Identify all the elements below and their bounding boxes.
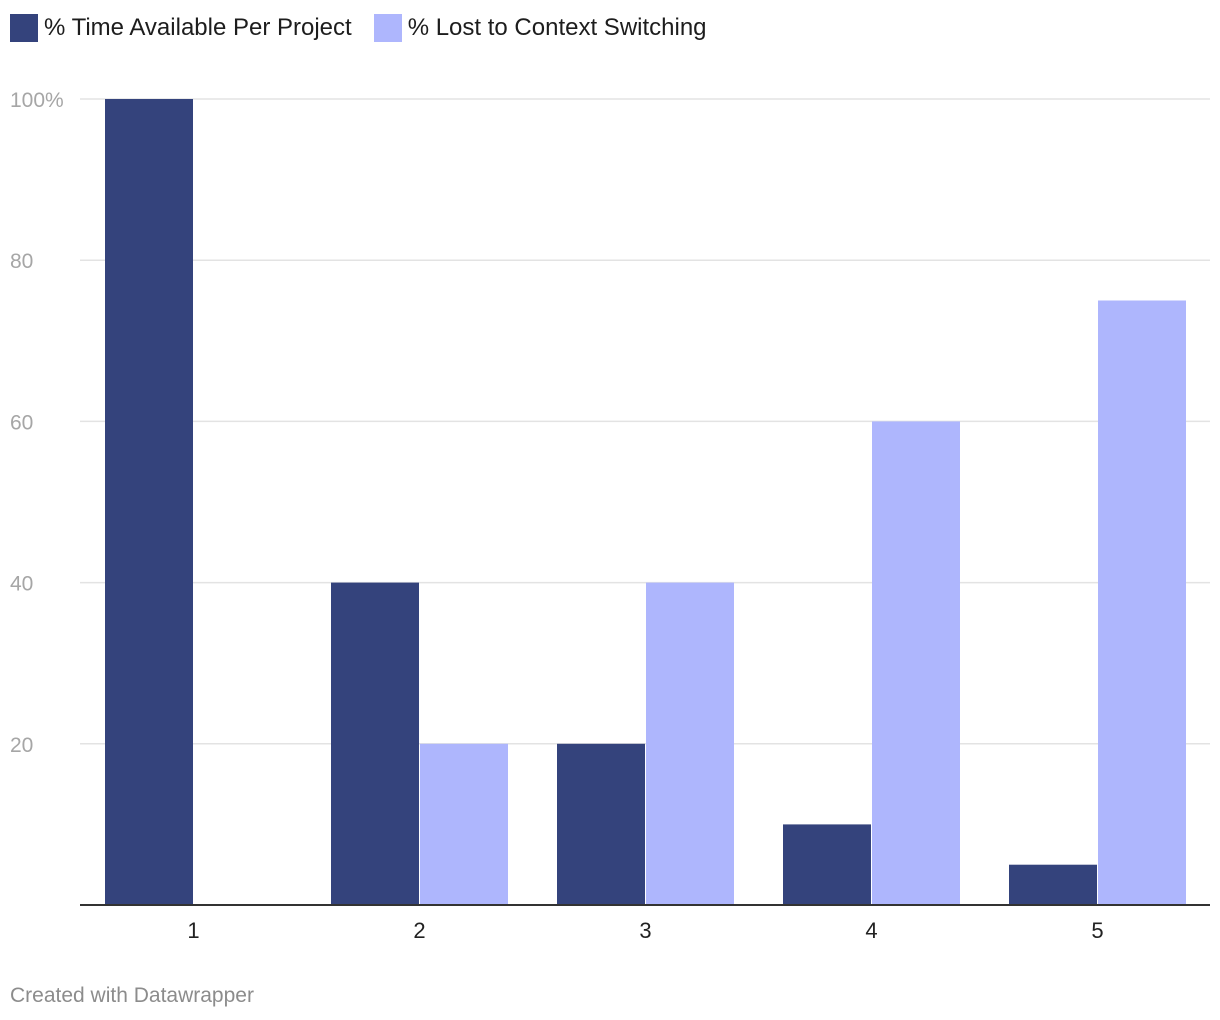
legend-label-context-switching: % Lost to Context Switching [407, 14, 707, 41]
legend-swatch-context-switching [373, 14, 402, 42]
y-tick-label: 40 [10, 573, 33, 596]
legend-item-context-switching: % Lost to Context Switching [373, 14, 707, 42]
bar-context-switching-4 [872, 421, 960, 905]
footer-credit: Created with Datawrapper [10, 984, 254, 1007]
bar-time-available-5 [1009, 864, 1097, 905]
bar-chart: 20 40 60 80 100% 1 2 3 4 5 [10, 89, 1210, 943]
y-tick-label: 20 [10, 734, 33, 757]
bar-context-switching-3 [646, 582, 734, 905]
y-tick-label: 100% [10, 89, 64, 112]
legend-swatch-time-available [10, 14, 38, 42]
x-tick-label: 3 [639, 918, 651, 943]
bar-context-switching-2 [420, 743, 508, 905]
gridlines [80, 98, 1210, 745]
legend-item-time-available: % Time Available Per Project [10, 14, 352, 42]
y-tick-label: 80 [10, 250, 33, 273]
bar-time-available-4 [783, 824, 871, 905]
chart-legend: % Time Available Per Project % Lost to C… [10, 13, 729, 43]
y-tick-label: 60 [10, 411, 33, 434]
bar-time-available-1 [105, 99, 193, 905]
x-tick-label: 4 [865, 918, 877, 943]
x-tick-label: 1 [187, 918, 199, 943]
bar-context-switching-5 [1098, 300, 1186, 905]
axes: 20 40 60 80 100% 1 2 3 4 5 [10, 89, 1210, 943]
x-tick-label: 2 [413, 918, 425, 943]
x-tick-label: 5 [1091, 918, 1103, 943]
bar-time-available-3 [557, 743, 645, 905]
legend-label-time-available: % Time Available Per Project [44, 14, 352, 41]
bar-time-available-2 [331, 582, 419, 905]
bars [105, 99, 1186, 905]
